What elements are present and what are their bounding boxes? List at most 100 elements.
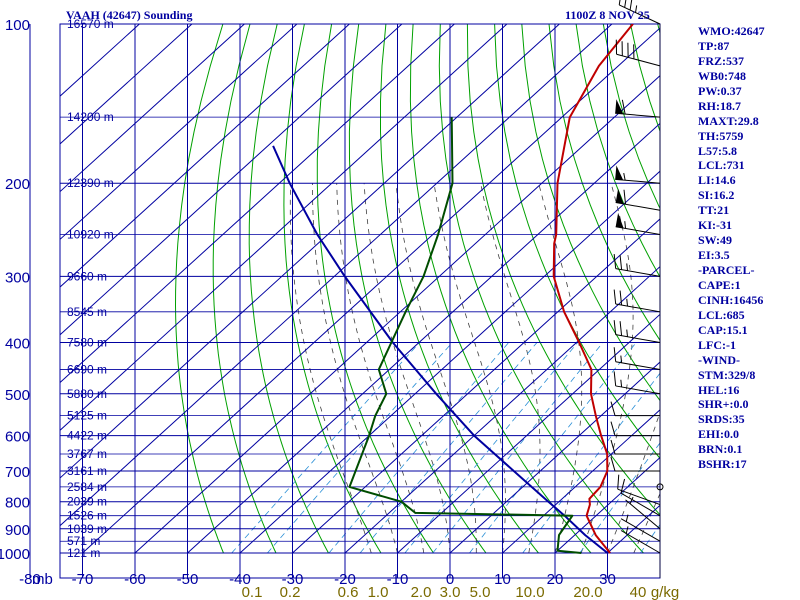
barb-pennant xyxy=(615,212,624,229)
barb-half-flag xyxy=(624,221,627,229)
height-label: 6690 m xyxy=(67,363,107,377)
height-label: 14200 m xyxy=(67,110,114,124)
index-entry: CINH:16456 xyxy=(698,292,764,307)
barb-staff xyxy=(615,112,661,118)
index-entry: -PARCEL- xyxy=(698,263,755,277)
height-label: 10920 m xyxy=(67,228,114,242)
barb-staff xyxy=(615,334,661,343)
isotherm-line xyxy=(292,218,660,554)
index-entry: EHI:0.0 xyxy=(698,427,740,442)
sounding-title: VAAH (42647) Sounding xyxy=(66,8,193,22)
isotherm-line xyxy=(187,122,660,554)
barb-staff xyxy=(620,530,661,554)
moist-adiabat-line xyxy=(480,183,541,554)
index-entry: HEL:16 xyxy=(698,382,740,397)
wind-barb xyxy=(615,165,661,184)
temperature-tick-label: 30 xyxy=(599,571,616,588)
wind-barb xyxy=(610,439,660,455)
mixing-ratio-label: g/kg xyxy=(651,584,679,600)
index-entry: TH:5759 xyxy=(698,128,744,143)
wind-barb xyxy=(613,254,661,277)
wind-barb xyxy=(613,371,661,395)
temperature-tick-label: -60 xyxy=(124,571,146,588)
index-entry: SRDS:35 xyxy=(698,412,745,427)
dry-adiabat-line xyxy=(794,24,800,553)
pressure-tick-label: 700 xyxy=(5,464,30,481)
height-label: 8545 m xyxy=(67,305,107,319)
barb-pennant xyxy=(615,99,624,114)
height-label: 12390 m xyxy=(67,176,114,190)
index-entry: KI:-31 xyxy=(698,218,732,233)
index-entry: LCL:731 xyxy=(698,158,745,173)
index-entry: SW:49 xyxy=(698,233,733,248)
mixing-ratio-label: 0.1 xyxy=(242,584,263,600)
dry-adiabat-line xyxy=(380,24,539,554)
pressure-tick-label: 1000 xyxy=(0,546,30,563)
height-label: 16570 m xyxy=(67,17,114,31)
barb-full-flag xyxy=(613,289,617,305)
height-label: 9660 m xyxy=(67,269,107,283)
mixing-ratio-line xyxy=(231,342,420,554)
mixing-ratio-label: 1.0 xyxy=(368,584,389,600)
temperature-tick-label: -30 xyxy=(282,571,304,588)
index-entry: CAP:15.1 xyxy=(698,322,748,337)
temperature-trace xyxy=(552,24,634,554)
isotherm-line xyxy=(60,24,403,336)
height-label: 5880 m xyxy=(67,387,107,401)
temperature-tick-label: -70 xyxy=(72,571,94,588)
index-entry: LI:14.6 xyxy=(698,173,736,188)
index-entry: LFC:-1 xyxy=(698,337,736,352)
index-entry: L57:5.8 xyxy=(698,143,737,158)
pressure-tick-label: 400 xyxy=(5,335,30,352)
index-entry: BRN:0.1 xyxy=(698,442,743,457)
index-entry: EI:3.5 xyxy=(698,248,730,263)
observation-time: 1100Z 8 NOV 25 xyxy=(565,8,650,22)
mixing-ratio-line xyxy=(267,342,453,554)
wind-barb xyxy=(613,289,661,313)
wind-barb xyxy=(615,99,661,118)
temperature-tick-label: -10 xyxy=(387,571,409,588)
barb-full-flag xyxy=(610,421,616,436)
mixing-ratio-label: 3.0 xyxy=(440,584,461,600)
pressure-tick-label: 500 xyxy=(5,387,30,404)
barb-staff xyxy=(620,518,661,542)
barb-staff xyxy=(615,201,661,211)
index-entry: BSHR:17 xyxy=(698,457,747,472)
dry-adiabat-line xyxy=(438,24,644,554)
barb-staff xyxy=(625,499,661,530)
height-label: 1039 m xyxy=(67,522,107,536)
wind-barb xyxy=(613,347,661,371)
barb-staff xyxy=(615,303,661,313)
wind-barb xyxy=(625,496,661,530)
pressure-tick-label: 100 xyxy=(5,17,30,34)
wind-barb xyxy=(613,320,661,343)
barb-full-flag xyxy=(613,347,617,362)
isotherm-line xyxy=(344,265,660,554)
height-label: 3767 m xyxy=(67,447,107,461)
barb-half-flag xyxy=(626,298,628,307)
barb-full-flag xyxy=(619,255,623,270)
index-entry: STM:329/8 xyxy=(698,367,756,382)
isotherm-line xyxy=(449,361,660,554)
isotherm-line xyxy=(239,170,660,554)
mixing-ratio-line xyxy=(432,342,604,554)
isotherm-line xyxy=(60,24,613,527)
height-label: 1526 m xyxy=(67,509,107,523)
barb-half-flag xyxy=(635,5,638,13)
barb-full-flag xyxy=(619,321,623,336)
height-label: 2584 m xyxy=(67,480,107,494)
barb-half-flag xyxy=(625,526,629,534)
barb-full-flag xyxy=(623,189,627,205)
barb-half-flag xyxy=(623,172,626,181)
height-label: 121 m xyxy=(67,546,100,560)
barb-staff xyxy=(619,4,661,25)
barb-full-flag xyxy=(621,99,626,115)
temperature-tick-label: -40 xyxy=(229,571,251,588)
wind-barb xyxy=(610,401,660,417)
isotherm-line xyxy=(60,24,350,288)
pressure-tick-label: 300 xyxy=(5,269,30,286)
stability-indices-panel: WMO:42647 TP:87 FRZ:537 WB0:748 PW:0.37 RH:18… xyxy=(698,24,765,472)
temperature-tick-label: 20 xyxy=(547,571,564,588)
mixing-ratio-label: 5.0 xyxy=(470,584,491,600)
